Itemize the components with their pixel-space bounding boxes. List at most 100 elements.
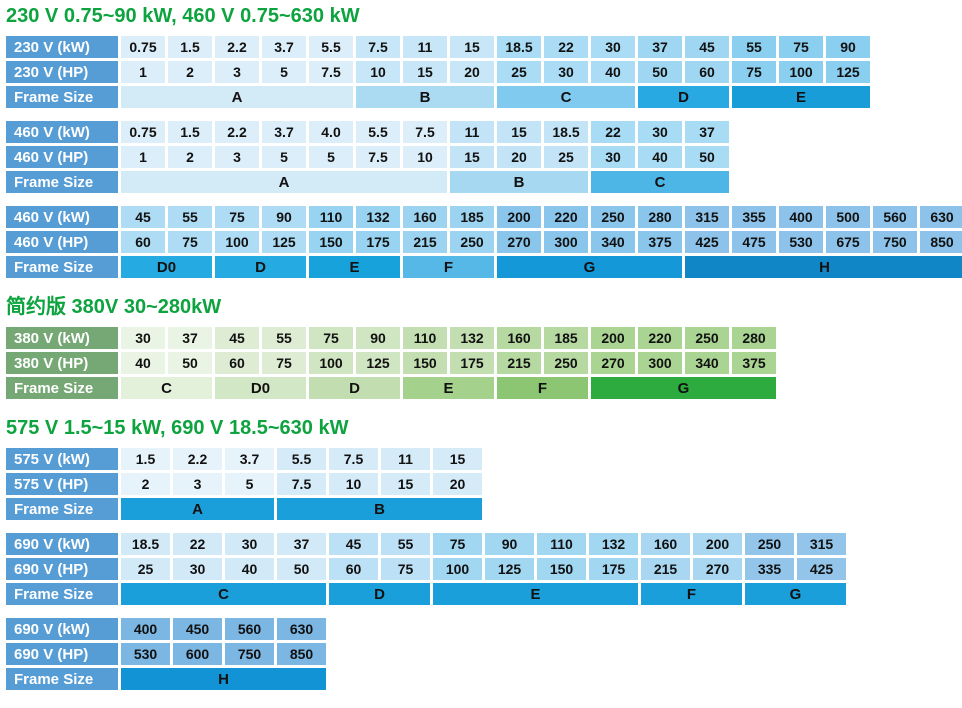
- hp-cell: 20: [433, 473, 482, 495]
- kw-cell: 75: [433, 533, 482, 555]
- row-label: 230 V (HP): [6, 61, 118, 83]
- hp-cell: 175: [356, 231, 400, 253]
- hp-cell: 850: [277, 643, 326, 665]
- hp-cell: 60: [215, 352, 259, 374]
- kw-cell: 560: [873, 206, 917, 228]
- hp-cell: 75: [732, 61, 776, 83]
- kw-cell: 185: [450, 206, 494, 228]
- kw-cell: 18.5: [497, 36, 541, 58]
- hp-cell: 60: [685, 61, 729, 83]
- frame-size-cell: C: [497, 86, 635, 108]
- hp-cell: 10: [356, 61, 400, 83]
- frame-size-cell: E: [309, 256, 400, 278]
- hp-cell: 50: [168, 352, 212, 374]
- row-label: Frame Size: [6, 377, 118, 399]
- hp-cell: 425: [797, 558, 846, 580]
- kw-cell: 55: [262, 327, 306, 349]
- row-label: Frame Size: [6, 171, 118, 193]
- hp-cell: 150: [403, 352, 447, 374]
- table-690v-high: 690 V (kW) 400 450 560 630 690 V (HP) 530 600 75…: [6, 618, 962, 690]
- kw-cell: 250: [591, 206, 635, 228]
- frame-size-cell: D: [329, 583, 430, 605]
- table-690v-low: 690 V (kW) 18.5 22 30 37 45 55 75 90 110 132 160 200…: [6, 533, 962, 605]
- kw-cell: 7.5: [403, 121, 447, 143]
- frame-size-cell: E: [433, 583, 638, 605]
- kw-cell: 280: [638, 206, 682, 228]
- section-title: 575 V 1.5~15 kW, 690 V 18.5~630 kW: [6, 417, 349, 439]
- hp-cell: 2: [168, 146, 212, 168]
- frame-size-cell: A: [121, 498, 274, 520]
- kw-cell: 75: [215, 206, 259, 228]
- kw-cell: 5.5: [277, 448, 326, 470]
- hp-cell: 675: [826, 231, 870, 253]
- kw-cell: 90: [356, 327, 400, 349]
- hp-cell: 530: [779, 231, 823, 253]
- hp-cell: 270: [693, 558, 742, 580]
- row-label: 575 V (kW): [6, 448, 118, 470]
- hp-cell: 150: [309, 231, 353, 253]
- kw-cell: 630: [277, 618, 326, 640]
- hp-cell: 300: [544, 231, 588, 253]
- hp-cell: 340: [591, 231, 635, 253]
- hp-cell: 40: [638, 146, 682, 168]
- frame-size-cell: G: [745, 583, 846, 605]
- hp-cell: 50: [685, 146, 729, 168]
- hp-cell: 60: [329, 558, 378, 580]
- kw-cell: 2.2: [173, 448, 222, 470]
- hp-cell: 340: [685, 352, 729, 374]
- hp-cell: 50: [277, 558, 326, 580]
- table-230v: 230 V (kW) 0.75 1.5 2.2 3.7 5.5 7.5 11 15 18.5 22 3…: [6, 36, 962, 108]
- hp-cell: 175: [450, 352, 494, 374]
- frame-size-cell: B: [450, 171, 588, 193]
- hp-cell: 40: [121, 352, 165, 374]
- hp-cell: 30: [544, 61, 588, 83]
- hp-cell: 15: [450, 146, 494, 168]
- kw-cell: 90: [262, 206, 306, 228]
- kw-cell: 18.5: [544, 121, 588, 143]
- hp-cell: 150: [537, 558, 586, 580]
- frame-size-cell: G: [497, 256, 682, 278]
- hp-cell: 15: [381, 473, 430, 495]
- kw-cell: 11: [381, 448, 430, 470]
- frame-size-cell: D: [309, 377, 400, 399]
- table-460v-low: 460 V (kW) 0.75 1.5 2.2 3.7 4.0 5.5 7.5 11 15 18.5…: [6, 121, 962, 193]
- hp-cell: 7.5: [277, 473, 326, 495]
- kw-cell: 250: [685, 327, 729, 349]
- row-label: 690 V (kW): [6, 533, 118, 555]
- kw-cell: 110: [537, 533, 586, 555]
- row-label: 230 V (kW): [6, 36, 118, 58]
- kw-cell: 55: [732, 36, 776, 58]
- hp-cell: 1: [121, 61, 165, 83]
- hp-cell: 1: [121, 146, 165, 168]
- kw-cell: 7.5: [356, 36, 400, 58]
- frame-size-cell: F: [403, 256, 494, 278]
- kw-cell: 11: [450, 121, 494, 143]
- kw-cell: 75: [309, 327, 353, 349]
- kw-cell: 3.7: [262, 36, 306, 58]
- hp-cell: 100: [433, 558, 482, 580]
- frame-size-cell: H: [121, 668, 326, 690]
- hp-cell: 10: [403, 146, 447, 168]
- kw-cell: 200: [497, 206, 541, 228]
- hp-cell: 750: [225, 643, 274, 665]
- frame-size-cell: F: [641, 583, 742, 605]
- hp-cell: 10: [329, 473, 378, 495]
- hp-cell: 40: [591, 61, 635, 83]
- kw-cell: 315: [685, 206, 729, 228]
- section-2: 简约版 380V 30~280kW 380 V (kW) 30 37 45 55 75 90 1…: [6, 295, 962, 399]
- hp-cell: 335: [745, 558, 794, 580]
- kw-cell: 5.5: [309, 36, 353, 58]
- hp-cell: 270: [591, 352, 635, 374]
- kw-cell: 630: [920, 206, 962, 228]
- kw-cell: 90: [826, 36, 870, 58]
- row-label: 380 V (HP): [6, 352, 118, 374]
- frame-size-cell: C: [121, 583, 326, 605]
- hp-cell: 100: [779, 61, 823, 83]
- hp-cell: 600: [173, 643, 222, 665]
- kw-cell: 400: [779, 206, 823, 228]
- hp-cell: 30: [591, 146, 635, 168]
- kw-cell: 200: [693, 533, 742, 555]
- kw-cell: 220: [638, 327, 682, 349]
- hp-cell: 25: [121, 558, 170, 580]
